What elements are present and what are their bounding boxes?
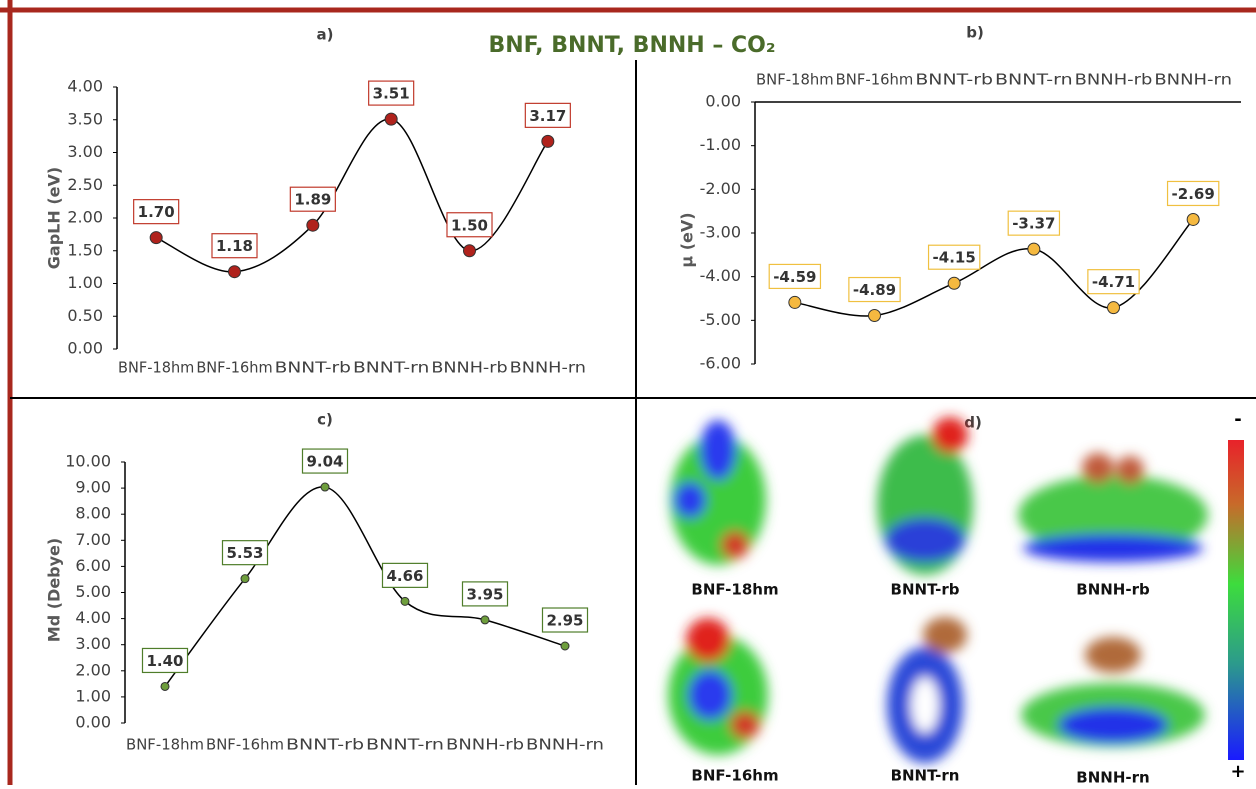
value-label: 4.66 bbox=[386, 567, 423, 585]
data-point bbox=[481, 616, 489, 624]
x-tick-label: BNNT-rb bbox=[915, 71, 993, 89]
y-axis-title: Md (Debye) bbox=[45, 538, 64, 642]
y-tick-label: 5.00 bbox=[75, 582, 111, 601]
structure-label: BNNH-rn bbox=[1076, 769, 1149, 786]
y-tick-label: 0.00 bbox=[705, 92, 741, 111]
y-tick-label: 1.00 bbox=[67, 273, 103, 292]
data-point bbox=[321, 483, 329, 491]
structure-label: BNNT-rb bbox=[891, 581, 960, 599]
y-tick-label: 1.50 bbox=[67, 240, 103, 259]
value-label: 1.50 bbox=[451, 216, 488, 234]
x-tick-label: BNNH-rb bbox=[1075, 71, 1153, 89]
x-tick-label: BNNH-rb bbox=[431, 359, 507, 377]
value-label: 3.51 bbox=[373, 85, 410, 103]
value-label: 1.70 bbox=[138, 203, 175, 221]
value-label: 3.95 bbox=[466, 585, 503, 603]
x-tick-label: BNF-18hm bbox=[126, 736, 204, 754]
x-tick-label: BNNT-rn bbox=[995, 71, 1073, 89]
value-label: -3.37 bbox=[1012, 215, 1055, 233]
data-point bbox=[1028, 243, 1040, 255]
y-tick-label: 3.00 bbox=[75, 634, 111, 653]
y-tick-label: 9.00 bbox=[75, 478, 111, 497]
value-label: 9.04 bbox=[306, 453, 343, 471]
y-tick-label: -1.00 bbox=[700, 135, 741, 154]
background bbox=[0, 0, 1256, 785]
data-point bbox=[948, 277, 960, 289]
x-tick-label: BNF-18hm bbox=[118, 359, 194, 377]
data-point bbox=[561, 642, 569, 650]
data-point bbox=[385, 113, 397, 125]
y-tick-label: -4.00 bbox=[700, 266, 741, 285]
color-scale bbox=[1228, 440, 1244, 760]
x-tick-label: BNNT-rb bbox=[275, 359, 351, 377]
y-tick-label: -5.00 bbox=[700, 310, 741, 329]
y-tick-label: -3.00 bbox=[700, 223, 741, 242]
y-tick-label: -2.00 bbox=[700, 179, 741, 198]
data-point bbox=[1187, 213, 1199, 225]
data-point bbox=[401, 597, 409, 605]
data-point bbox=[1108, 302, 1120, 314]
scale-bottom-label: + bbox=[1230, 761, 1245, 782]
x-tick-label: BNF-16hm bbox=[196, 359, 272, 377]
value-label: -4.89 bbox=[853, 281, 896, 299]
y-tick-label: 0.50 bbox=[67, 306, 103, 325]
y-tick-label: 6.00 bbox=[75, 556, 111, 575]
data-point bbox=[241, 575, 249, 583]
value-label: 1.89 bbox=[294, 191, 331, 209]
value-label: 1.18 bbox=[216, 237, 253, 255]
x-tick-label: BNNT-rb bbox=[286, 736, 364, 754]
y-tick-label: -6.00 bbox=[700, 354, 741, 373]
y-axis-title: μ (eV) bbox=[678, 212, 697, 267]
panel-label: b) bbox=[966, 24, 984, 42]
x-tick-label: BNF-16hm bbox=[206, 736, 284, 754]
y-tick-label: 4.00 bbox=[75, 608, 111, 627]
structure-label: BNF-16hm bbox=[691, 767, 778, 785]
y-tick-label: 1.00 bbox=[75, 686, 111, 705]
data-point bbox=[542, 135, 554, 147]
y-tick-label: 2.50 bbox=[67, 175, 103, 194]
x-tick-label: BNNH-rn bbox=[526, 736, 604, 754]
figure-title: BNF, BNNT, BNNH – CO₂ bbox=[489, 33, 776, 58]
y-axis-title: GapLH (eV) bbox=[45, 167, 64, 269]
structure-label: BNF-18hm bbox=[691, 581, 778, 599]
structure-label: BNNT-rn bbox=[891, 767, 960, 785]
x-tick-label: BNF-18hm bbox=[756, 71, 834, 89]
y-tick-label: 2.00 bbox=[75, 660, 111, 679]
data-point bbox=[869, 310, 881, 322]
x-tick-label: BNNH-rn bbox=[1154, 71, 1232, 89]
value-label: 2.95 bbox=[546, 612, 583, 630]
x-tick-label: BNF-16hm bbox=[836, 71, 914, 89]
x-tick-label: BNNT-rn bbox=[366, 736, 444, 754]
data-point bbox=[161, 682, 169, 690]
data-point bbox=[229, 266, 241, 278]
data-point bbox=[307, 219, 319, 231]
data-point bbox=[789, 296, 801, 308]
y-tick-label: 7.00 bbox=[75, 530, 111, 549]
value-label: -2.69 bbox=[1172, 185, 1215, 203]
data-point bbox=[464, 245, 476, 257]
y-tick-label: 4.00 bbox=[67, 77, 103, 96]
panel-label: a) bbox=[317, 26, 334, 44]
value-label: -4.71 bbox=[1092, 273, 1135, 291]
x-tick-label: BNNH-rb bbox=[446, 736, 524, 754]
y-tick-label: 8.00 bbox=[75, 504, 111, 523]
panel-label: c) bbox=[317, 411, 333, 429]
y-tick-label: 10.00 bbox=[65, 452, 111, 471]
y-tick-label: 2.00 bbox=[67, 208, 103, 227]
structure-label: BNNH-rb bbox=[1076, 581, 1150, 599]
value-label: 5.53 bbox=[226, 544, 263, 562]
scale-top-label: - bbox=[1234, 409, 1241, 430]
value-label: 1.40 bbox=[146, 652, 183, 670]
y-tick-label: 0.00 bbox=[67, 339, 103, 358]
value-label: -4.15 bbox=[933, 249, 976, 267]
x-tick-label: BNNH-rn bbox=[510, 359, 586, 377]
y-tick-label: 3.50 bbox=[67, 109, 103, 128]
value-label: 3.17 bbox=[529, 107, 566, 125]
data-point bbox=[150, 232, 162, 244]
y-tick-label: 0.00 bbox=[75, 713, 111, 732]
y-tick-label: 3.00 bbox=[67, 142, 103, 161]
figure: BNF, BNNT, BNNH – CO₂ d) - + BNF-18hmBNN… bbox=[0, 0, 1256, 785]
value-label: -4.59 bbox=[773, 268, 816, 286]
x-tick-label: BNNT-rn bbox=[353, 359, 429, 377]
